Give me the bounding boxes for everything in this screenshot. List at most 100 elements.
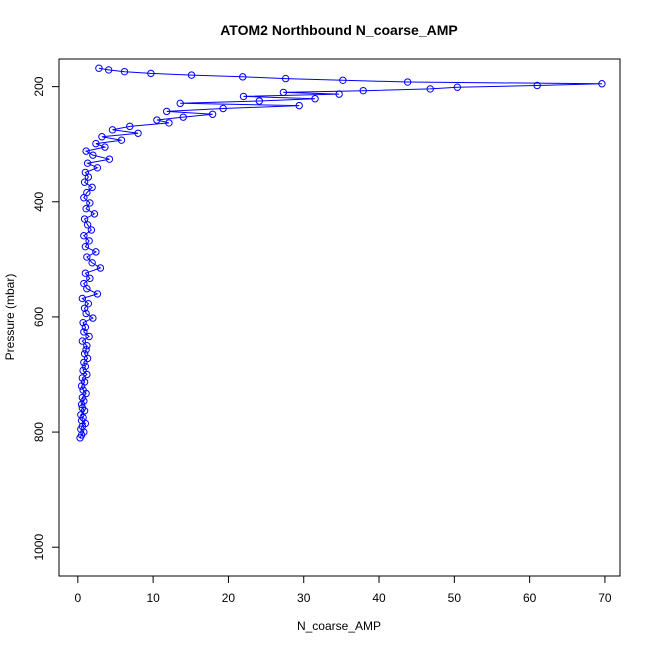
data-point bbox=[89, 314, 97, 322]
data-point bbox=[162, 107, 171, 116]
data-point bbox=[598, 80, 606, 88]
data-point bbox=[339, 76, 347, 85]
data-point bbox=[79, 386, 87, 394]
series-line bbox=[79, 67, 602, 439]
data-point bbox=[82, 204, 90, 213]
x-tick-label: 70 bbox=[598, 591, 612, 605]
data-point bbox=[255, 97, 264, 105]
x-axis-label: N_coarse_AMP bbox=[297, 619, 381, 633]
x-tick-label: 20 bbox=[222, 591, 236, 605]
data-point bbox=[239, 73, 247, 81]
data-point bbox=[108, 126, 117, 134]
data-point bbox=[359, 86, 367, 95]
x-tick-label: 40 bbox=[372, 591, 386, 605]
data-point bbox=[93, 164, 102, 172]
data-point bbox=[84, 299, 93, 308]
data-point bbox=[208, 110, 217, 118]
data-point bbox=[295, 101, 303, 110]
data-point bbox=[80, 215, 89, 223]
data-point bbox=[78, 294, 87, 303]
data-point bbox=[88, 259, 96, 267]
data-point bbox=[87, 226, 96, 234]
data-point bbox=[83, 253, 91, 261]
data-point bbox=[147, 69, 155, 78]
data-point bbox=[81, 168, 90, 177]
data-point bbox=[117, 136, 126, 144]
data-point bbox=[533, 81, 541, 90]
x-axis: 0 10 20 30 40 50 60 70 bbox=[74, 575, 612, 605]
data-point bbox=[80, 232, 88, 240]
x-tick-label: 0 bbox=[74, 591, 81, 605]
y-tick-label: 800 bbox=[32, 422, 46, 442]
data-point bbox=[153, 116, 161, 124]
data-point bbox=[453, 83, 462, 91]
data-point bbox=[77, 411, 85, 419]
y-tick-label: 600 bbox=[32, 307, 46, 327]
x-tick-label: 50 bbox=[448, 591, 462, 605]
data-point bbox=[96, 264, 105, 272]
data-point bbox=[134, 129, 142, 137]
data-point bbox=[82, 147, 90, 155]
data-point bbox=[79, 318, 87, 327]
data-point bbox=[80, 397, 88, 405]
data-point bbox=[81, 323, 90, 331]
data-point bbox=[78, 393, 87, 402]
data-point bbox=[85, 332, 93, 341]
data-point bbox=[80, 328, 88, 336]
y-tick-label: 400 bbox=[32, 191, 46, 211]
y-tick-label: 200 bbox=[32, 76, 46, 96]
data-point bbox=[335, 90, 343, 98]
data-layer bbox=[76, 64, 606, 442]
data-point bbox=[81, 269, 90, 277]
data-point bbox=[90, 210, 99, 218]
data-point bbox=[82, 346, 90, 354]
x-tick-label: 60 bbox=[523, 591, 537, 605]
data-point bbox=[219, 104, 227, 113]
data-point bbox=[239, 92, 248, 101]
data-point bbox=[92, 248, 100, 256]
data-point bbox=[85, 237, 93, 245]
data-point bbox=[83, 221, 92, 229]
data-point bbox=[81, 362, 90, 371]
data-point bbox=[92, 139, 100, 148]
data-point bbox=[88, 183, 96, 192]
data-point bbox=[82, 309, 90, 318]
data-point bbox=[80, 350, 89, 358]
data-point bbox=[104, 66, 113, 74]
chart-title: ATOM2 Northbound N_coarse_AMP bbox=[220, 22, 458, 38]
data-point bbox=[126, 122, 134, 131]
data-point bbox=[80, 279, 88, 288]
x-tick-label: 10 bbox=[146, 591, 160, 605]
data-point bbox=[79, 366, 87, 375]
y-tick-label: 1000 bbox=[32, 534, 46, 561]
data-point bbox=[80, 304, 89, 312]
data-point bbox=[95, 64, 103, 72]
data-point bbox=[403, 78, 412, 86]
y-axis-label: Pressure (mbar) bbox=[3, 274, 17, 361]
data-point bbox=[279, 88, 288, 97]
data-point bbox=[426, 85, 434, 93]
data-point bbox=[86, 274, 94, 283]
y-axis: 200 400 600 800 1000 bbox=[32, 76, 60, 561]
data-point bbox=[176, 99, 184, 108]
data-point bbox=[98, 133, 106, 141]
data-point bbox=[83, 342, 91, 350]
data-point bbox=[80, 178, 89, 186]
data-point bbox=[83, 159, 92, 167]
data-point bbox=[281, 74, 290, 83]
data-point bbox=[80, 378, 89, 386]
data-point bbox=[78, 337, 87, 345]
data-point bbox=[78, 404, 87, 412]
data-point bbox=[120, 67, 129, 76]
data-point bbox=[81, 242, 90, 251]
x-tick-label: 30 bbox=[297, 591, 311, 605]
data-point bbox=[83, 188, 91, 197]
data-point bbox=[101, 143, 109, 151]
plot-frame bbox=[58, 58, 621, 577]
data-point bbox=[83, 370, 91, 379]
data-point bbox=[165, 119, 173, 127]
data-point bbox=[187, 71, 196, 79]
data-point bbox=[80, 358, 88, 367]
data-point bbox=[105, 155, 114, 163]
